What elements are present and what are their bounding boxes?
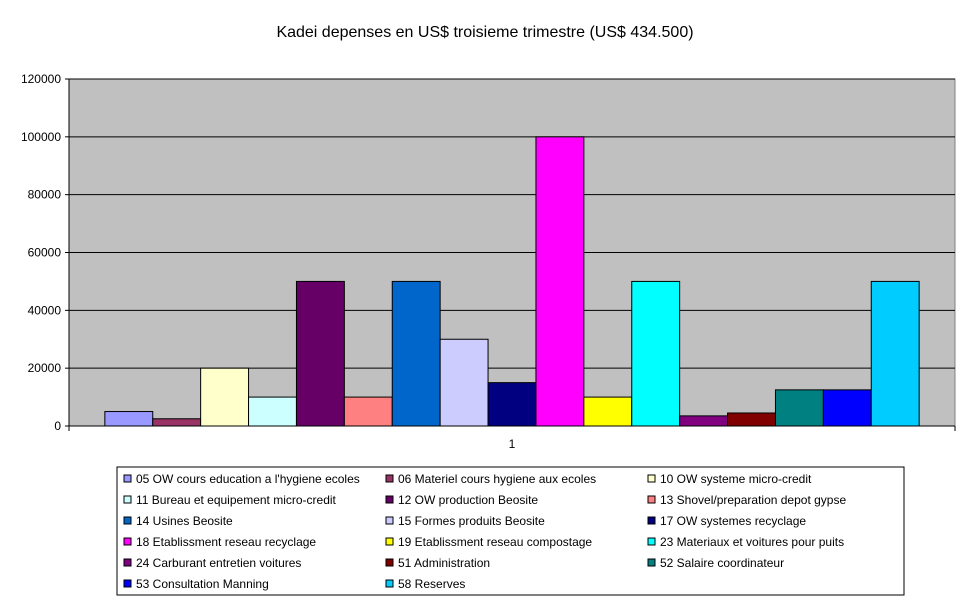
y-tick-label: 40000 xyxy=(28,303,62,317)
legend-swatch xyxy=(123,558,132,567)
legend-swatch xyxy=(385,537,394,546)
legend-label: 12 OW production Beosite xyxy=(398,493,538,507)
bars xyxy=(104,136,920,427)
y-tick-label: 60000 xyxy=(28,246,62,260)
legend-label: 51 Administration xyxy=(398,556,490,570)
bar xyxy=(870,280,920,427)
legend-label: 05 OW cours education a l'hygiene ecoles xyxy=(136,472,360,486)
legend-swatch xyxy=(123,495,132,504)
legend-swatch xyxy=(647,474,656,483)
bar xyxy=(583,396,633,427)
legend-swatch xyxy=(123,516,132,525)
x-tick-label: 1 xyxy=(509,437,516,451)
legend-label: 14 Usines Beosite xyxy=(136,514,233,528)
legend-swatch xyxy=(385,474,394,483)
legend-label: 15 Formes produits Beosite xyxy=(398,514,545,528)
legend-swatch xyxy=(385,516,394,525)
y-tick-label: 100000 xyxy=(21,130,61,144)
bar xyxy=(822,389,872,427)
bar xyxy=(679,415,729,427)
legend-swatch xyxy=(647,495,656,504)
y-tick-label: 20000 xyxy=(28,361,62,375)
legend-label: 13 Shovel/preparation depot gypse xyxy=(660,493,846,507)
legend-swatch xyxy=(647,558,656,567)
legend-label: 18 Etablissment reseau recyclage xyxy=(136,535,316,549)
legend-label: 17 OW systemes recyclage xyxy=(660,514,806,528)
bar xyxy=(200,367,250,427)
bar xyxy=(727,412,776,427)
legend-swatch xyxy=(647,516,656,525)
legend-swatch xyxy=(385,495,394,504)
legend: 05 OW cours education a l'hygiene ecoles… xyxy=(116,466,905,596)
legend-swatch xyxy=(123,579,132,588)
y-tick-label: 80000 xyxy=(28,188,62,202)
y-tick-label: 0 xyxy=(54,419,61,433)
bar xyxy=(152,418,202,427)
legend-swatch xyxy=(123,474,132,483)
legend-swatch xyxy=(385,579,394,588)
legend-label: 52 Salaire coordinateur xyxy=(660,556,784,570)
bar xyxy=(104,411,154,427)
bar xyxy=(248,396,297,427)
bar xyxy=(487,382,537,427)
legend-swatch xyxy=(647,537,656,546)
legend-label: 06 Materiel cours hygiene aux ecoles xyxy=(398,472,596,486)
legend-label: 23 Materiaux et voitures pour puits xyxy=(660,535,844,549)
bar xyxy=(439,338,489,427)
y-axis: 0 20000 40000 60000 80000 100000 120000 xyxy=(21,72,70,433)
bar xyxy=(631,280,681,427)
legend-label: 19 Etablissment reseau compostage xyxy=(398,535,592,549)
legend-label: 24 Carburant entretien voitures xyxy=(136,556,301,570)
chart-title: Kadei depenses en US$ troisieme trimestr… xyxy=(276,24,693,41)
legend-label: 53 Consultation Manning xyxy=(136,577,269,591)
legend-label: 58 Reserves xyxy=(398,577,465,591)
x-axis: 1 xyxy=(68,425,956,451)
legend-box xyxy=(116,466,905,596)
bar xyxy=(343,396,393,427)
legend-label: 10 OW systeme micro-credit xyxy=(660,472,812,486)
legend-swatch xyxy=(385,558,394,567)
bar xyxy=(391,280,441,427)
legend-swatch xyxy=(123,537,132,546)
legend-label: 11 Bureau et equipement micro-credit xyxy=(136,493,337,507)
bar xyxy=(774,389,824,427)
bar xyxy=(295,280,345,427)
y-tick-label: 120000 xyxy=(21,72,61,86)
bar xyxy=(535,136,585,427)
